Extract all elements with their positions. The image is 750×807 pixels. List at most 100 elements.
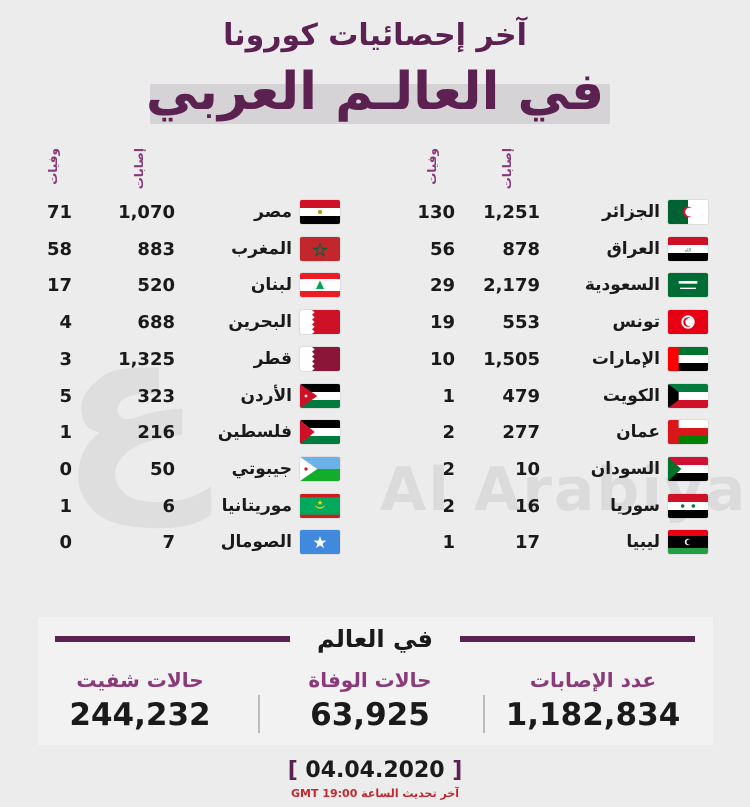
uae-flag-icon (668, 346, 708, 371)
world-deaths-value: 63,925 (310, 697, 430, 733)
country-deaths: 1 (442, 532, 455, 554)
country-name: الإمارات (591, 348, 660, 369)
country-cases: 216 (137, 422, 175, 444)
country-cases: 1,070 (118, 202, 175, 223)
country-cases: 2,179 (483, 275, 540, 297)
world-cases-label: عدد الإصابات (529, 668, 657, 692)
country-name: الجزائر (602, 202, 660, 222)
country-name: العراق (606, 238, 660, 259)
tunisia-flag-icon (668, 310, 708, 335)
left-cases-header: إصابات (132, 148, 146, 190)
country-deaths: 5 (59, 385, 72, 407)
country-deaths: 1 (59, 422, 72, 444)
country-name: عمان (616, 422, 660, 443)
country-row: 0 7 الصومال (0, 524, 750, 561)
country-row: 2 16 سوريا (0, 488, 750, 525)
world-title-backdrop (290, 620, 460, 658)
country-deaths: 0 (59, 532, 72, 554)
country-cases: 1,325 (118, 348, 175, 370)
stat-divider (483, 695, 485, 733)
country-cases: 50 (149, 458, 175, 480)
country-row: 19 553 تونس (0, 304, 750, 341)
country-name: قطر (253, 348, 292, 369)
headline: آخر إحصائيات كورونا (223, 18, 527, 53)
morocco-flag-icon (300, 236, 340, 261)
stat-divider (258, 695, 260, 733)
somalia-flag-icon (300, 530, 340, 555)
country-cases: 17 (514, 532, 540, 554)
country-deaths: 10 (429, 348, 455, 370)
bahrain-flag-icon (300, 310, 340, 335)
country-cases: 1,251 (483, 202, 540, 223)
country-deaths: 56 (429, 238, 455, 260)
country-cases: 323 (137, 385, 175, 407)
country-name: فلسطين (217, 422, 292, 443)
country-cases: 520 (137, 275, 175, 297)
country-row: 1 6 موريتانيا (0, 488, 750, 525)
country-deaths: 1 (59, 495, 72, 517)
country-row: 1 216 فلسطين (0, 414, 750, 451)
country-deaths: 4 (59, 312, 72, 334)
country-deaths: 71 (46, 202, 72, 223)
country-row: 1 17 ليبيا (0, 524, 750, 561)
country-deaths: 130 (417, 202, 455, 223)
djibouti-flag-icon (300, 456, 340, 481)
country-name: البحرين (228, 312, 292, 333)
jordan-flag-icon (300, 383, 340, 408)
qatar-flag-icon (300, 346, 340, 371)
country-name: لبنان (250, 275, 292, 296)
libya-flag-icon (668, 530, 708, 555)
country-row: 29 2,179 السعودية (0, 267, 750, 304)
country-cases: 10 (514, 458, 540, 480)
country-cases: 553 (502, 312, 540, 334)
country-cases: 6 (162, 495, 175, 517)
lebanon-flag-icon (300, 273, 340, 298)
country-name: المغرب (231, 238, 292, 259)
report-date: [ 04.04.2020 ] (287, 758, 463, 783)
country-name: مصر (254, 202, 292, 222)
country-name: السودان (590, 458, 660, 479)
country-name: جيبوتي (231, 458, 292, 479)
oman-flag-icon (668, 420, 708, 445)
report-date-value: 04.04.2020 (305, 758, 445, 783)
country-row: 2 277 عمان (0, 414, 750, 451)
right-deaths-header: وفيات (425, 148, 439, 185)
right-cases-header: إصابات (500, 148, 514, 190)
world-cases-value: 1,182,834 (505, 697, 681, 733)
world-recovered-value: 244,232 (69, 697, 211, 733)
update-time-note: آخر تحديث الساعة 19:00 GMT (291, 787, 459, 800)
world-title: في العالم (317, 625, 433, 653)
country-name: الصومال (220, 532, 292, 553)
country-cases: 479 (502, 385, 540, 407)
country-cases: 878 (502, 238, 540, 260)
country-deaths: 3 (59, 348, 72, 370)
country-row: 130 1,251 الجزائر (0, 194, 750, 231)
country-cases: 277 (502, 422, 540, 444)
mauritania-flag-icon (300, 493, 340, 518)
country-row: 2 10 السودان (0, 451, 750, 488)
algeria-flag-icon (668, 200, 708, 224)
country-name: ليبيا (626, 532, 660, 553)
country-deaths: 58 (46, 238, 72, 260)
country-row: 17 520 لبنان (0, 267, 750, 304)
country-name: سوريا (610, 495, 660, 516)
country-cases: 688 (137, 312, 175, 334)
country-row: 1 479 الكويت (0, 378, 750, 415)
svg-text:الله: الله (685, 247, 692, 253)
headline-main: في العالـم العربي (145, 62, 605, 122)
palestine-flag-icon (300, 420, 340, 445)
kuwait-flag-icon (668, 383, 708, 408)
sudan-flag-icon (668, 456, 708, 481)
country-cases: 16 (514, 495, 540, 517)
country-deaths: 19 (429, 312, 455, 334)
country-row: 3 1,325 قطر (0, 341, 750, 378)
country-deaths: 2 (442, 495, 455, 517)
country-deaths: 29 (429, 275, 455, 297)
country-deaths: 2 (442, 458, 455, 480)
syria-flag-icon (668, 493, 708, 518)
country-row: 0 50 جيبوتي (0, 451, 750, 488)
country-deaths: 17 (46, 275, 72, 297)
country-deaths: 2 (442, 422, 455, 444)
country-name: السعودية (584, 275, 660, 296)
country-row: 10 1,505 الإمارات (0, 341, 750, 378)
